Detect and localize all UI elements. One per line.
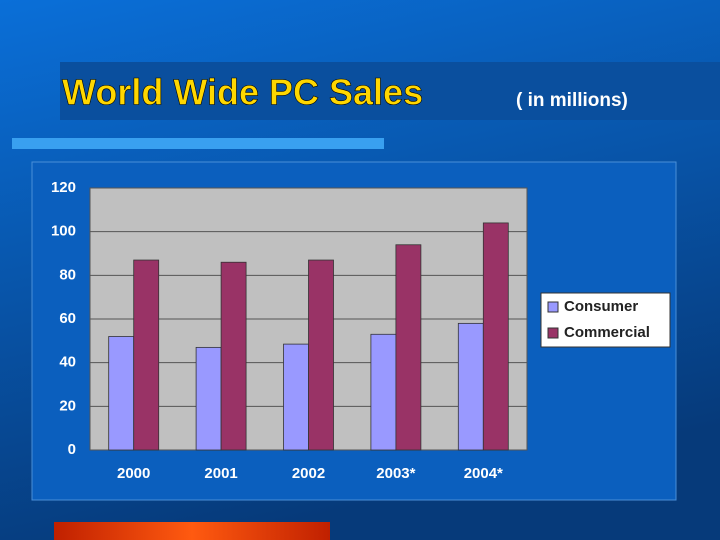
x-tick-label: 2004* xyxy=(464,465,503,482)
chart-title: World Wide PC Sales xyxy=(62,72,423,113)
bar xyxy=(482,222,509,451)
x-tick-label: 2001 xyxy=(204,465,237,482)
legend-swatch xyxy=(547,327,559,339)
y-tick-label: 0 xyxy=(68,441,76,458)
bar xyxy=(308,259,334,451)
legend xyxy=(540,292,671,348)
x-tick-label: 2003* xyxy=(376,465,415,482)
bar xyxy=(108,336,135,451)
legend-swatch xyxy=(547,301,559,313)
x-tick-label: 2002 xyxy=(292,465,325,482)
accent-bar xyxy=(12,138,384,149)
y-tick-label: 20 xyxy=(59,397,76,414)
y-tick-label: 80 xyxy=(59,266,76,283)
y-tick-label: 40 xyxy=(59,354,76,371)
y-tick-label: 120 xyxy=(51,179,76,196)
bar xyxy=(133,259,160,451)
bar xyxy=(370,333,397,451)
legend-label: Consumer xyxy=(564,298,638,315)
bar xyxy=(395,244,422,451)
bar xyxy=(220,261,247,451)
chart-subtitle: ( in millions) xyxy=(516,90,628,111)
accent-bar xyxy=(54,522,330,540)
bar xyxy=(283,343,309,451)
y-tick-label: 60 xyxy=(59,310,76,327)
title-band xyxy=(60,62,720,120)
bar xyxy=(195,346,222,451)
y-tick-label: 100 xyxy=(51,223,76,240)
legend-label: Commercial xyxy=(564,324,650,341)
x-tick-label: 2000 xyxy=(117,465,150,482)
bar xyxy=(457,322,484,451)
